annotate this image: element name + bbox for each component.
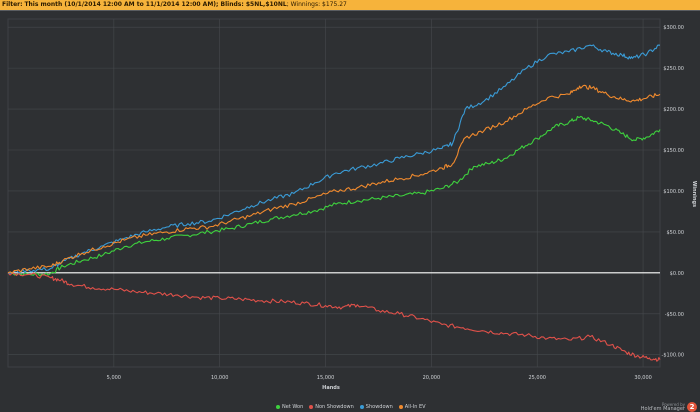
x-axis-title: Hands — [322, 385, 340, 391]
x-tick-label: 10,000 — [211, 375, 229, 381]
product-name: Hold'em Manager — [640, 406, 685, 412]
x-tick-label: 25,000 — [528, 375, 546, 381]
legend-label: Net Won — [282, 404, 304, 410]
legend-item: Non Showdown — [309, 404, 354, 410]
hm-logo-icon: 2 — [687, 402, 697, 412]
y-tick-label: $0.00 — [670, 271, 684, 277]
x-tick-label: 5,000 — [107, 375, 121, 381]
series-layer — [7, 44, 661, 362]
legend-swatch-icon — [359, 405, 364, 409]
y-tick-label: $200.00 — [663, 107, 684, 113]
legend-items: Net Won Non Showdown Showdown All-In EV — [276, 404, 426, 410]
y-tick-label: -$50.00 — [665, 312, 684, 318]
powered-by-label: Powered by — [661, 402, 685, 407]
legend-label: Non Showdown — [315, 404, 354, 410]
legend-swatch-icon — [309, 405, 314, 409]
filter-bar[interactable]: Filter: This month (10/1/2014 12:00 AM t… — [0, 0, 700, 10]
winnings-chart: 5,000 10,000 15,000 20,000 25,000 30,000 -$100… — [7, 18, 697, 391]
y-tick-label: $300.00 — [663, 25, 684, 31]
y-tick-label: -$100.00 — [662, 353, 684, 359]
y-tick-label: $100.00 — [663, 189, 684, 195]
series-line-non-showdown — [7, 272, 661, 362]
y-axis-title: Winnings — [691, 181, 697, 207]
axis-layer: 5,000 10,000 15,000 20,000 25,000 30,000 -$100… — [107, 25, 684, 381]
legend-item: Net Won — [276, 404, 303, 410]
y-tick-label: $250.00 — [663, 66, 684, 72]
filter-winnings: ; Winnings: $175.27 — [286, 1, 347, 8]
filter-prefix: Filter: — [2, 1, 23, 8]
legend-item: Showdown — [359, 404, 393, 410]
series-line-all-in-ev — [7, 84, 661, 274]
x-tick-label: 30,000 — [634, 375, 652, 381]
chart-legend: Net Won Non Showdown Showdown All-In EV Pow… — [0, 402, 700, 412]
legend-swatch-icon — [276, 405, 280, 409]
x-tick-label: 15,000 — [317, 375, 335, 381]
series-line-net-won — [7, 115, 661, 277]
legend-label: Showdown — [365, 404, 393, 410]
legend-item: All-In EV — [398, 404, 426, 410]
x-tick-label: 20,000 — [423, 375, 441, 381]
grid-layer — [7, 18, 661, 368]
series-line-showdown — [7, 44, 661, 274]
legend-swatch-icon — [398, 405, 403, 409]
plot-frame — [7, 18, 661, 368]
y-tick-label: $150.00 — [663, 148, 684, 154]
legend-label: All-In EV — [404, 404, 426, 410]
frame-divider — [0, 10, 700, 11]
filter-text: This month (10/1/2014 12:00 AM to 11/1/2… — [24, 1, 287, 8]
y-tick-label: $50.00 — [667, 230, 685, 236]
powered-by-block: Powered by Hold'em Manager — [641, 402, 685, 412]
